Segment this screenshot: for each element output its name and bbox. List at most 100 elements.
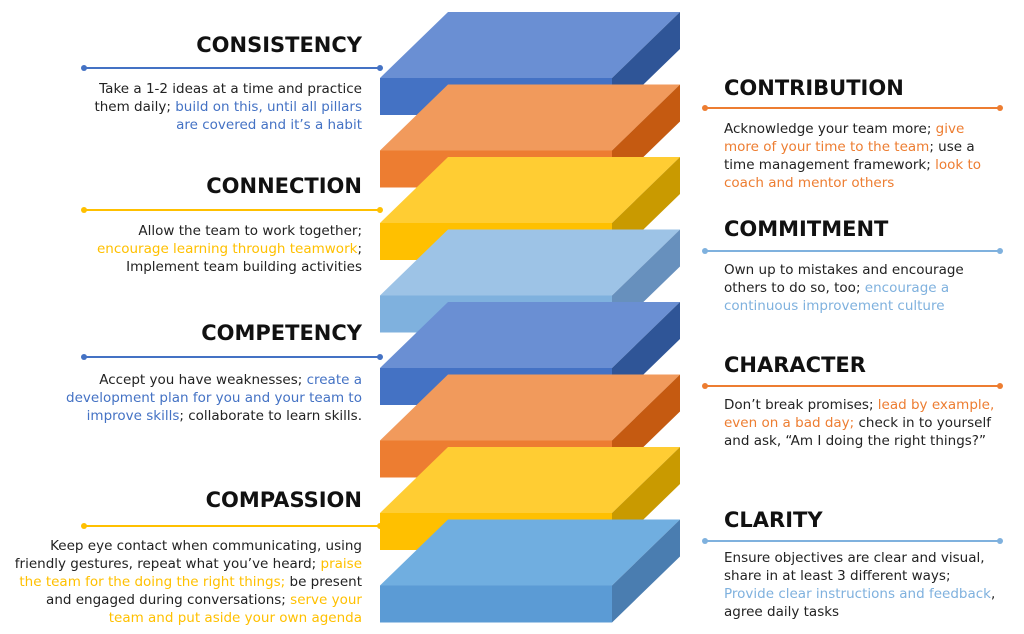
body-text: Don’t break promises; [724,397,878,413]
connector-dot [81,65,87,71]
text-line: Own up to mistakes and encourage [724,261,964,279]
section-title: CONSISTENCY [196,33,362,57]
text-line: Take a 1-2 ideas at a time and practice [94,80,362,98]
body-text: time management framework; [724,157,936,173]
body-text: Keep eye contact when communicating, usi… [50,538,362,554]
body-text: check in to yourself [854,415,991,431]
connector-dot [377,523,383,529]
body-text: others to do so, too; [724,280,865,296]
highlight-text: lead by example, [877,397,995,413]
body-text: Own up to mistakes and encourage [724,262,964,278]
body-text: agree daily tasks [724,604,840,620]
body-text: and engaged during conversations; [46,592,291,608]
body-text: ; collaborate to learn skills. [179,408,362,424]
section-title: COMPETENCY [201,321,362,345]
highlight-text: give [935,121,965,137]
highlight-text: team and put aside your own agenda [108,610,362,626]
body-text: Ensure objectives are clear and visual, [724,550,985,566]
section-title: CLARITY [724,508,823,532]
highlight-text: development plan for you and your team t… [66,390,362,406]
section-text: Keep eye contact when communicating, usi… [15,537,362,627]
slab-side [612,519,680,623]
body-text: ; [357,241,362,257]
text-line: even on a bad day; check in to yourself [724,414,994,432]
highlight-text: look to [935,157,981,173]
body-text: Accept you have weaknesses; [99,372,307,388]
section-title: CONNECTION [206,174,362,198]
text-line: and engaged during conversations; serve … [15,591,362,609]
slab-top [380,447,680,513]
slab-top [380,229,680,296]
text-line: more of your time to the team; use a [724,138,981,156]
connector-dot [997,248,1003,254]
body-text: Allow the team to work together; [138,223,362,239]
text-line: Allow the team to work together; [97,222,362,240]
section-text: Don’t break promises; lead by example, ev… [724,396,994,450]
section-text: Take a 1-2 ideas at a time and practice t… [94,80,362,134]
connector-dot [377,65,383,71]
text-line: Don’t break promises; lead by example, [724,396,994,414]
highlight-text: Provide clear instructions and feedback [724,586,991,602]
body-text: be present [285,574,363,590]
highlight-text: even on a bad day; [724,415,855,431]
connector-dot [377,354,383,360]
text-line: others to do so, too; encourage a [724,279,964,297]
body-text: Take a 1-2 ideas at a time and practice [99,81,362,97]
section-title: CHARACTER [724,353,866,377]
connector-dot [702,248,708,254]
connector-dot [702,383,708,389]
section-title: CONTRIBUTION [724,76,904,100]
connector-dot [377,207,383,213]
text-line: continuous improvement culture [724,297,964,315]
connector-dot [81,523,87,529]
slab-top [380,374,680,441]
slab-top [380,84,680,151]
slab-top [380,519,680,586]
highlight-text: create a [306,372,362,388]
section-text: Allow the team to work together; encourag… [97,222,362,276]
highlight-text: the team for the doing the right things; [19,574,286,590]
section-title: COMMITMENT [724,217,889,241]
connector-dot [997,383,1003,389]
section-title: COMPASSION [205,488,362,512]
highlight-text: improve skills [86,408,180,424]
connector-dot [997,538,1003,544]
text-line: the team for the doing the right things;… [15,573,362,591]
body-text: ; use a [929,139,975,155]
section-text: Ensure objectives are clear and visual, s… [724,549,995,621]
highlight-text: serve your [290,592,362,608]
text-line: time management framework; look to [724,156,981,174]
slab-front [380,585,612,623]
text-line: team and put aside your own agenda [15,609,362,627]
highlight-text: encourage learning through teamwork [96,241,358,257]
text-line: them daily; build on this, until all pil… [94,98,362,116]
text-line: agree daily tasks [724,603,995,621]
highlight-text: praise [320,556,362,572]
text-line: Provide clear instructions and feedback, [724,585,995,603]
body-text: them daily; [94,99,176,115]
text-line: encourage learning through teamwork; [97,240,362,258]
highlight-text: encourage a [864,280,950,296]
highlight-text: are covered and it’s a habit [176,117,362,133]
body-text: Implement team building activities [126,259,362,275]
connector-dot [81,354,87,360]
text-line: and ask, “Am I doing the right things?” [724,432,994,450]
text-line: Ensure objectives are clear and visual, [724,549,995,567]
text-line: are covered and it’s a habit [94,116,362,134]
text-line: Acknowledge your team more; give [724,120,981,138]
slab-top [380,157,680,223]
connector-dot [702,105,708,111]
text-line: coach and mentor others [724,174,981,192]
highlight-text: coach and mentor others [724,175,895,191]
text-line: friendly gestures, repeat what you’ve he… [15,555,362,573]
body-text: friendly gestures, repeat what you’ve he… [14,556,321,572]
text-line: development plan for you and your team t… [66,389,362,407]
highlight-text: more of your time to the team [724,139,930,155]
slab-top [380,12,680,78]
section-text: Own up to mistakes and encourage others t… [724,261,964,315]
body-text: and ask, “Am I doing the right things?” [724,433,986,449]
body-text: , [990,586,996,602]
highlight-text: continuous improvement culture [724,298,945,314]
